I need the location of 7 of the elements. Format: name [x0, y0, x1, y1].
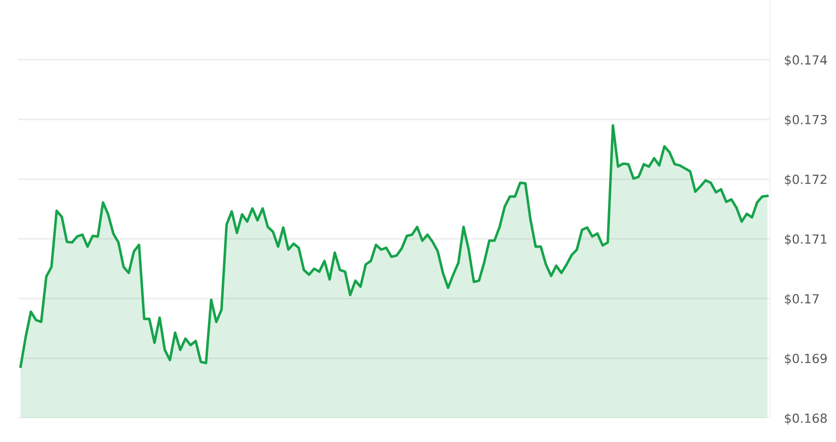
- y-tick-label: $0.173: [784, 114, 827, 126]
- y-tick-label: $0.172: [784, 174, 826, 186]
- y-tick-label: $0.17: [784, 294, 819, 306]
- y-tick-label: $0.171: [784, 234, 826, 246]
- y-tick-label: $0.174: [784, 54, 827, 66]
- y-tick-label: $0.168: [784, 413, 827, 425]
- y-tick-label: $0.169: [784, 354, 827, 365]
